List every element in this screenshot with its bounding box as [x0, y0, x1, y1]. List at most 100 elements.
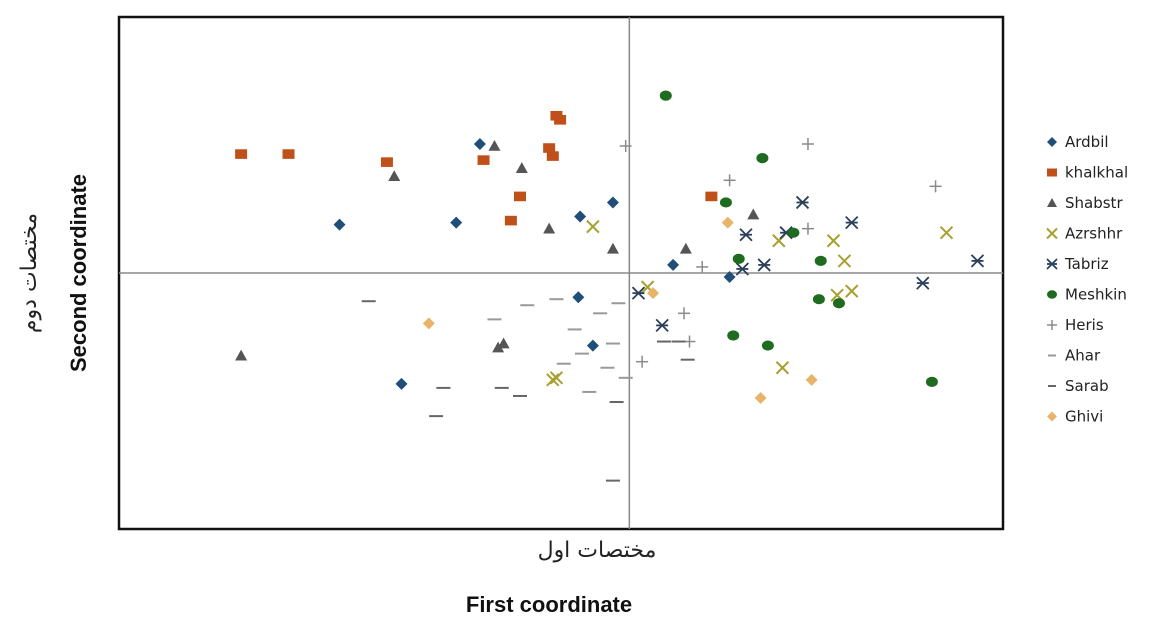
legend-label-shabstr: Shabstr [1065, 194, 1123, 212]
x-axis-title: First coordinate [466, 592, 632, 617]
point-meshkin-4 [814, 255, 827, 267]
legend-item-tabriz: Tabriz [1046, 255, 1109, 273]
point-ghivi-0 [422, 317, 435, 330]
point-shabstr-4 [543, 222, 556, 234]
point-ardbil-5 [572, 291, 585, 304]
point-meshkin-6 [812, 294, 825, 305]
point-tabriz-3 [739, 228, 753, 242]
point-ardbil-0 [333, 218, 346, 231]
legend-item-ahar: Ahar [1048, 347, 1101, 365]
point-azrshhr-2 [826, 234, 841, 248]
point-heris-4 [801, 222, 814, 235]
point-khalkhal-1 [235, 149, 248, 159]
legend: Ardbil khalkhal Shabstr Azrshhr Tabriz Meshki… [1046, 133, 1128, 426]
point-ghivi-1 [647, 287, 660, 300]
point-heris-3 [929, 180, 942, 193]
legend-label-ardbil: Ardbil [1065, 133, 1109, 151]
point-meshkin-2 [787, 227, 800, 238]
point-ardbil-3 [574, 210, 587, 223]
point-azrshhr-3 [837, 254, 852, 268]
point-khalkhal-7 [546, 151, 559, 161]
point-shabstr-1 [235, 349, 248, 361]
point-khalkhal-6 [543, 143, 556, 153]
point-heris-0 [619, 140, 632, 153]
point-meshkin-8 [761, 340, 774, 351]
point-ardbil-4 [606, 196, 619, 209]
point-meshkin-9 [727, 330, 740, 341]
point-meshkin-7 [832, 298, 845, 309]
legend-item-ghivi: Ghivi [1047, 408, 1103, 426]
point-tabriz-8 [631, 286, 646, 300]
point-ghivi-2 [754, 391, 767, 404]
point-ghivi-4 [721, 216, 734, 229]
point-shabstr-9 [747, 208, 760, 220]
point-khalkhal-8 [513, 191, 526, 202]
point-shabstr-0 [388, 170, 401, 182]
point-ardbil-9 [723, 271, 736, 284]
legend-item-azrshhr: Azrshhr [1046, 225, 1123, 243]
point-azrshhr-9 [546, 373, 560, 387]
point-khalkhal-0 [282, 149, 295, 159]
point-shabstr-8 [679, 242, 692, 254]
point-tabriz-6 [916, 276, 930, 290]
legend-label-khalkhal: khalkhal [1065, 164, 1128, 182]
point-ardbil-7 [395, 377, 408, 390]
point-azrshhr-7 [775, 361, 790, 375]
legend-item-ardbil: Ardbil [1047, 133, 1109, 151]
legend-marker-ardbil [1047, 137, 1057, 147]
point-tabriz-5 [970, 254, 985, 268]
data-points-layer [235, 90, 985, 482]
legend-marker-meshkin [1047, 290, 1057, 299]
point-azrshhr-0 [586, 219, 600, 234]
legend-label-tabriz: Tabriz [1064, 255, 1109, 273]
point-shabstr-5 [606, 242, 619, 254]
point-ardbil-2 [473, 137, 486, 150]
legend-label-heris: Heris [1065, 316, 1104, 334]
point-meshkin-10 [925, 376, 938, 387]
point-shabstr-2 [488, 140, 501, 151]
legend-marker-ghivi [1047, 411, 1057, 422]
point-heris-5 [696, 260, 709, 273]
legend-label-sarab: Sarab [1065, 377, 1109, 395]
y-axis-title: Second coordinate [66, 174, 91, 372]
point-khalkhal-10 [705, 191, 718, 202]
point-heris-6 [678, 307, 691, 320]
point-shabstr-7 [492, 341, 505, 353]
point-khalkhal-9 [504, 215, 517, 226]
point-ardbil-6 [586, 339, 599, 352]
point-shabstr-6 [497, 337, 510, 349]
point-heris-1 [801, 137, 814, 150]
point-tabriz-7 [735, 262, 749, 276]
point-meshkin-5 [719, 197, 732, 208]
legend-label-ghivi: Ghivi [1065, 408, 1103, 426]
legend-item-sarab: Sarab [1048, 377, 1109, 395]
point-tabriz-2 [845, 215, 859, 230]
point-azrshhr-6 [845, 284, 859, 298]
y-axis-title-fa: مختصات دوم [17, 213, 42, 333]
legend-label-ahar: Ahar [1065, 347, 1101, 365]
legend-item-heris: Heris [1047, 316, 1104, 334]
legend-marker-tabriz [1046, 258, 1058, 270]
point-shabstr-3 [515, 162, 528, 173]
legend-item-shabstr: Shabstr [1047, 194, 1123, 212]
point-khalkhal-5 [554, 115, 567, 125]
point-meshkin-1 [756, 153, 769, 164]
point-azrshhr-10 [549, 371, 564, 385]
x-axis-title-fa: مختصات اول [538, 538, 657, 563]
legend-item-khalkhal: khalkhal [1047, 164, 1128, 182]
point-heris-8 [636, 355, 649, 368]
point-meshkin-3 [732, 253, 745, 264]
point-meshkin-0 [659, 90, 672, 101]
point-ghivi-3 [805, 373, 818, 386]
legend-label-meshkin: Meshkin [1065, 286, 1127, 304]
point-khalkhal-2 [380, 157, 393, 167]
point-ardbil-8 [667, 258, 680, 271]
point-ardbil-1 [450, 216, 463, 229]
point-heris-2 [723, 174, 736, 187]
legend-marker-khalkhal [1047, 168, 1057, 177]
legend-marker-shabstr [1047, 198, 1057, 207]
legend-label-azrshhr: Azrshhr [1065, 225, 1123, 243]
legend-item-meshkin: Meshkin [1047, 286, 1127, 304]
point-khalkhal-3 [477, 155, 490, 165]
